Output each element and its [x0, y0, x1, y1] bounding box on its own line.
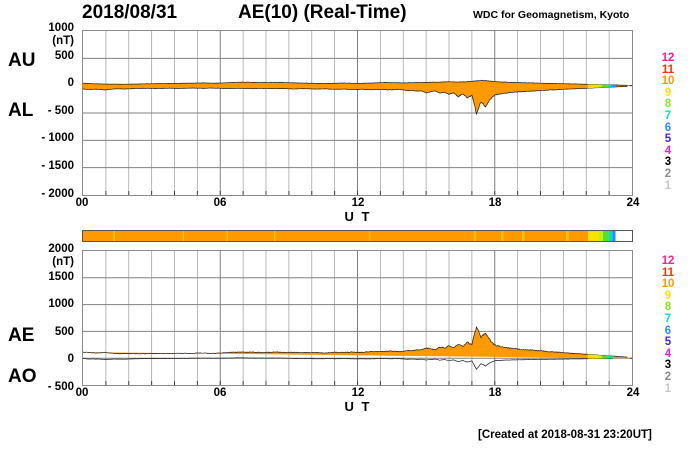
- color-scale-legend-top: 12 11 10 9 8 7 6 5 4 3 2 1: [655, 52, 681, 192]
- legend-item-7: 7: [664, 312, 672, 325]
- color-scale-legend-bottom: 12 11 10 9 8 7 6 5 4 3 2 1: [655, 255, 681, 395]
- ytick-top-m1500: - 1500: [41, 160, 74, 172]
- ytick-bottom-1000: 1000: [48, 298, 74, 310]
- ytick-bottom-m500: - 500: [47, 381, 74, 393]
- xtick-top-12: 12: [351, 197, 365, 209]
- xtick-bottom-06: 06: [213, 387, 227, 399]
- legend-item-8: 8: [664, 301, 672, 314]
- xtick-top-24: 24: [626, 197, 640, 209]
- legend-item-11: 11: [661, 63, 675, 76]
- xtick-bottom-24: 24: [626, 387, 640, 399]
- chart-panel-ae-ao: [82, 250, 633, 386]
- series-label-al: AL: [8, 100, 34, 121]
- ytick-bottom-2000: 2000: [48, 243, 74, 255]
- chart-panel-au-al: [82, 30, 633, 196]
- legend-item-2: 2: [664, 167, 672, 180]
- legend-item-7: 7: [664, 109, 672, 122]
- xaxis-title-bottom: U T: [344, 399, 372, 414]
- ytick-top-0: 0: [67, 77, 74, 89]
- created-timestamp: [Created at 2018-08-31 23:20UT]: [478, 429, 652, 441]
- legend-item-3: 3: [664, 359, 672, 372]
- legend-item-5: 5: [664, 336, 672, 349]
- ytick-top-m500: - 500: [47, 105, 74, 117]
- xtick-top-18: 18: [488, 197, 502, 209]
- ytick-top-m1000: - 1000: [41, 132, 74, 144]
- xtick-bottom-00: 00: [75, 387, 89, 399]
- xtick-bottom-12: 12: [351, 387, 365, 399]
- xtick-bottom-18: 18: [488, 387, 502, 399]
- gridlines-bottom: [83, 251, 632, 385]
- page-title: AE(10) (Real-Time): [238, 2, 407, 23]
- legend-item-9: 9: [664, 86, 672, 99]
- legend-item-6: 6: [664, 324, 672, 337]
- legend-item-10: 10: [661, 278, 675, 291]
- xtick-top-06: 06: [213, 197, 227, 209]
- header-date: 2018/08/31: [82, 2, 178, 23]
- legend-item-1: 1: [664, 382, 672, 395]
- ytick-bottom-0: 0: [67, 353, 74, 365]
- legend-item-12: 12: [661, 255, 675, 267]
- legend-item-5: 5: [664, 133, 672, 146]
- series-label-ae: AE: [8, 325, 35, 346]
- ytick-bottom-1500: 1500: [48, 271, 74, 283]
- legend-item-4: 4: [664, 144, 672, 157]
- legend-item-8: 8: [664, 98, 672, 111]
- legend-item-12: 12: [661, 52, 675, 64]
- series-label-au: AU: [8, 50, 36, 71]
- ytick-top-1000: 1000: [48, 22, 74, 34]
- legend-item-9: 9: [664, 289, 672, 302]
- legend-item-11: 11: [661, 266, 675, 279]
- ytick-top-500: 500: [54, 50, 74, 62]
- legend-item-2: 2: [664, 370, 672, 383]
- xaxis-title-top: U T: [344, 209, 372, 224]
- header-source-attribution: WDC for Geomagnetism, Kyoto: [473, 9, 630, 21]
- legend-item-6: 6: [664, 121, 672, 134]
- ytick-bottom-500: 500: [54, 326, 74, 338]
- legend-item-4: 4: [664, 347, 672, 360]
- xtick-top-00: 00: [75, 197, 89, 209]
- plot-area-ae-ao: [83, 326, 632, 370]
- yaxis-unit-bottom: (nT): [52, 256, 74, 268]
- ytick-top-m2000: - 2000: [41, 188, 74, 200]
- station-coverage-bar: [82, 230, 633, 242]
- series-label-ao: AO: [8, 366, 37, 387]
- legend-item-3: 3: [664, 156, 672, 169]
- legend-item-1: 1: [664, 179, 672, 192]
- yaxis-unit-top: (nT): [52, 35, 74, 47]
- legend-item-10: 10: [661, 75, 675, 88]
- plot-area-au-al: [83, 79, 632, 115]
